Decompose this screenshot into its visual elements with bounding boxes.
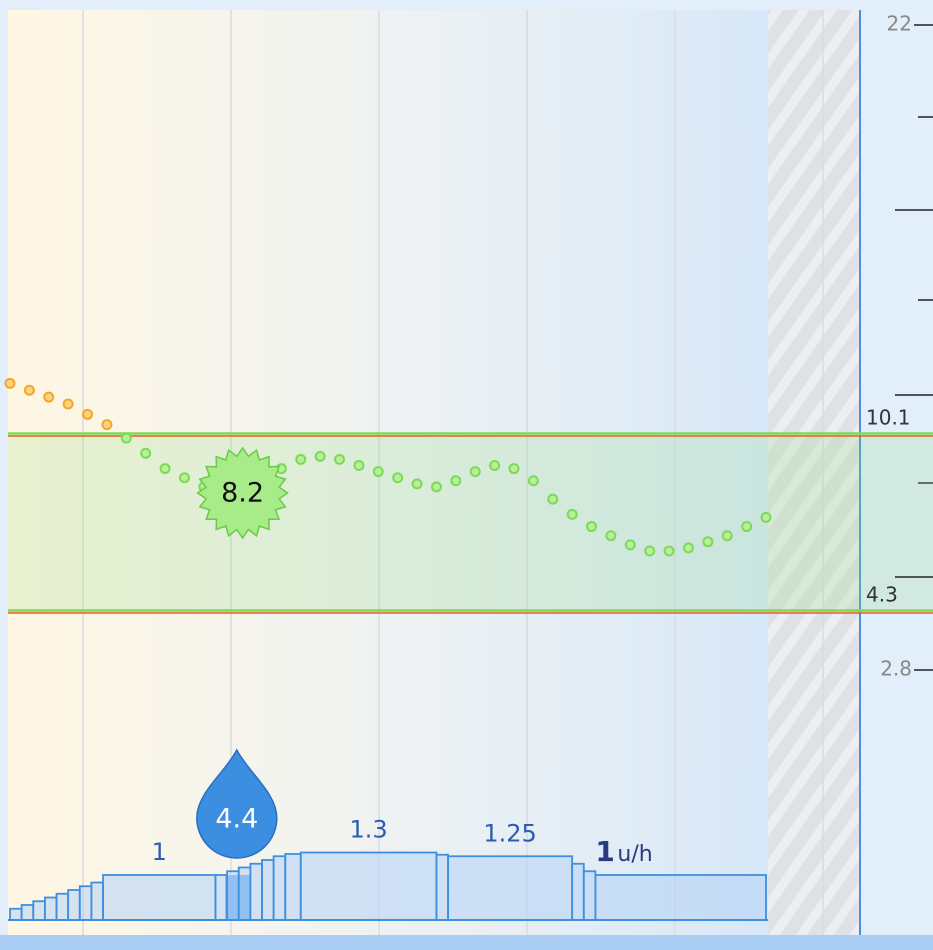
- basal-label: 1: [595, 835, 614, 868]
- basal-segment: [594, 874, 767, 921]
- basal-segment: [55, 892, 70, 921]
- basal-segment: [226, 870, 240, 921]
- basal-segment: [237, 866, 252, 921]
- glucose-point: [120, 432, 132, 444]
- glucose-point: [566, 508, 578, 520]
- glucose-point: [469, 466, 481, 478]
- glucose-point: [372, 466, 384, 478]
- basal-segment: [447, 855, 574, 921]
- glucose-point: [411, 478, 423, 490]
- basal-segment: [43, 896, 58, 921]
- basal-segment: [102, 874, 217, 921]
- basal-segment: [582, 870, 597, 921]
- glucose-point: [101, 419, 113, 431]
- basal-segment: [9, 907, 23, 921]
- basal-unit: u/h: [617, 842, 652, 867]
- glucose-point: [721, 530, 733, 542]
- y-tick-label: 10.1: [866, 406, 911, 430]
- glucose-point: [23, 384, 35, 396]
- glucose-point: [392, 472, 404, 484]
- glucose-point: [547, 493, 559, 505]
- glucose-point: [159, 463, 171, 475]
- glucose-point: [663, 545, 675, 557]
- glucose-point: [450, 475, 462, 487]
- glucose-point: [4, 377, 16, 389]
- basal-segment: [78, 885, 93, 921]
- glucose-point: [334, 453, 346, 465]
- glucose-point: [140, 447, 152, 459]
- time-strip: [0, 935, 933, 950]
- glucose-point: [741, 521, 753, 533]
- glucose-point: [178, 472, 190, 484]
- glucose-point: [702, 536, 714, 548]
- basal-label: 1.3: [350, 816, 388, 844]
- glucose-point: [624, 539, 636, 551]
- glucose-point: [586, 521, 598, 533]
- glucose-point: [430, 481, 442, 493]
- y-tick-label: 2.8: [880, 657, 912, 681]
- glucose-point: [43, 391, 55, 403]
- y-tick-label: 22: [887, 12, 912, 36]
- basal-segment: [67, 889, 81, 921]
- glucose-point: [508, 463, 520, 475]
- basal-segment: [571, 862, 585, 921]
- minor-ticks: [895, 116, 933, 484]
- basal-segment: [272, 855, 287, 921]
- basal-segment: [32, 900, 46, 921]
- bolus-label: 4.4: [215, 804, 258, 835]
- plot-background: [8, 10, 768, 935]
- glucose-point: [760, 511, 772, 523]
- basal-segment: [214, 874, 229, 921]
- basal-label: 1: [152, 838, 167, 866]
- basal-segment: [20, 904, 35, 921]
- basal-segment: [284, 853, 302, 921]
- glucose-point: [353, 460, 365, 472]
- glucose-point: [314, 450, 326, 462]
- basal-label: 1.25: [483, 819, 536, 847]
- glucose-point: [62, 398, 74, 410]
- basal-segment: [90, 881, 104, 921]
- glucose-point: [527, 475, 539, 487]
- future-area: [768, 10, 860, 935]
- glucose-point: [82, 408, 94, 420]
- current-glucose-label: 8.2: [221, 477, 264, 508]
- glucose-point: [295, 453, 307, 465]
- basal-segment: [299, 851, 438, 921]
- glucose-point: [605, 530, 617, 542]
- basal-segment: [261, 859, 275, 921]
- bolus-drop: [196, 748, 278, 859]
- current-glucose: [196, 446, 289, 540]
- basal-segment: [249, 862, 263, 921]
- target-band: [8, 435, 933, 612]
- glucose-point: [489, 460, 501, 472]
- basal-segment: [435, 853, 449, 921]
- y-tick-label: 4.3: [866, 583, 898, 607]
- glucose-point: [644, 545, 656, 557]
- glucose-point: [682, 542, 694, 554]
